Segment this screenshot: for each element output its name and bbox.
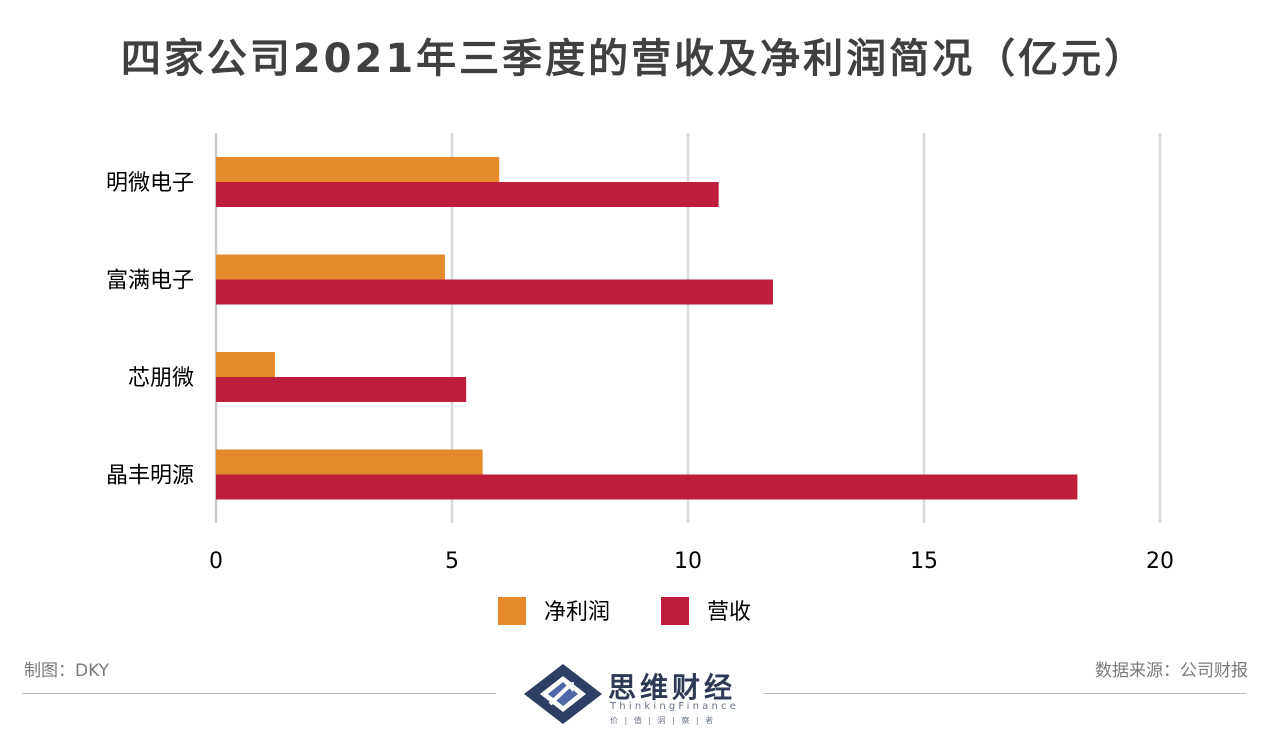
bar-revenue-3 [216, 474, 1078, 500]
brand-tagline: 价 | 值 | 洞 | 察 | 者 [610, 716, 716, 725]
category-label-3: 晶丰明源 [106, 464, 194, 489]
legend-label-revenue: 营收 [707, 600, 751, 625]
footer-divider-right [764, 693, 1246, 694]
x-tick-label-0: 0 [209, 549, 223, 574]
bar-revenue-1 [216, 279, 773, 305]
bar-net-profit-3 [216, 449, 483, 475]
chart-maker: 制图：DKY [24, 661, 110, 681]
legend-swatch-revenue [661, 597, 689, 625]
category-label-0: 明微电子 [106, 171, 194, 196]
x-tick-label-5: 5 [445, 549, 459, 574]
brand-logo-icon [524, 664, 602, 724]
x-tick-label-10: 10 [674, 549, 702, 574]
legend-swatch-net-profit [498, 597, 526, 625]
x-tick-label-20: 20 [1146, 549, 1174, 574]
bar-net-profit-1 [216, 254, 445, 280]
brand-logo: 思维财经 ThinkingFinance 价 | 值 | 洞 | 察 | 者 [520, 660, 770, 726]
bar-net-profit-0 [216, 157, 500, 182]
x-tick-label-15: 15 [910, 549, 938, 574]
bar-revenue-0 [216, 182, 719, 207]
category-label-2: 芯朋微 [128, 366, 194, 391]
brand-name: 思维财经 [608, 671, 737, 704]
category-label-1: 富满电子 [106, 269, 194, 294]
bar-net-profit-2 [216, 352, 275, 377]
footer-divider-left [22, 693, 496, 694]
chart-title: 四家公司2021年三季度的营收及净利润简况（亿元） [120, 36, 1148, 82]
legend-label-net-profit: 净利润 [544, 600, 610, 625]
data-source: 数据来源：公司财报 [1095, 661, 1248, 681]
brand-english-name: ThinkingFinance [610, 701, 740, 712]
bar-revenue-2 [216, 377, 467, 402]
